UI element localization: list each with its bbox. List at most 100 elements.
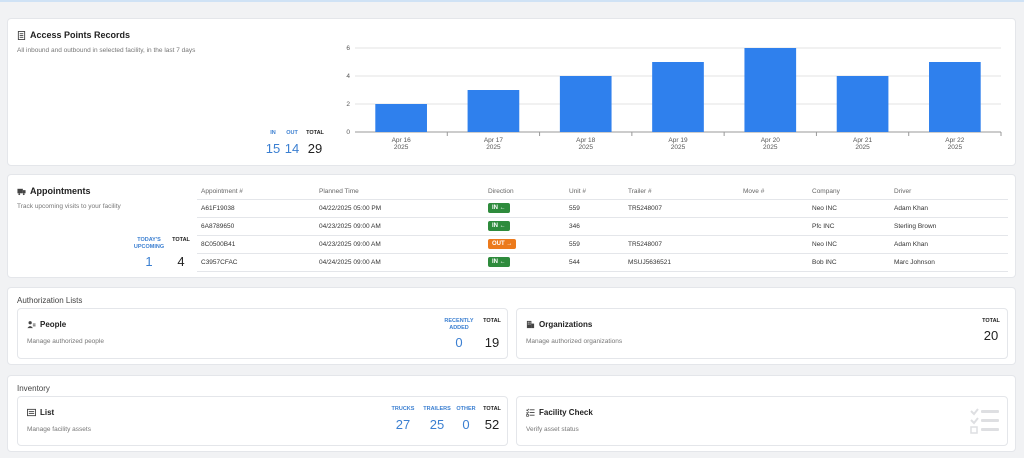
table-row[interactable]: 6A8789650 04/23/2025 09:00 AM IN ← 346 Pfc I… — [197, 217, 1008, 236]
bar[interactable] — [467, 90, 520, 132]
stat-out-value: 14 — [284, 141, 300, 156]
x-tick-label: Apr 16 — [392, 137, 412, 144]
inventory-section-title: Inventory — [17, 384, 50, 393]
organizations-card[interactable]: Organizations Manage authorized organiza… — [516, 308, 1008, 359]
trailer-cell — [624, 217, 739, 236]
table-row[interactable]: 8C0500B41 04/23/2025 09:00 AM OUT → 559 TR52… — [197, 235, 1008, 254]
stat-inventory-total-value: 52 — [484, 417, 500, 432]
stat-inventory-total-label: TOTAL — [483, 406, 501, 412]
move-cell — [739, 217, 808, 236]
direction-cell: IN ← — [484, 253, 565, 272]
organizations-desc: Manage authorized organizations — [526, 338, 623, 345]
col-company: Company — [808, 184, 890, 200]
appointments-subtitle: Track upcoming visits to your facility — [17, 203, 121, 210]
driver-cell: Sterling Brown — [890, 217, 1008, 236]
bar[interactable] — [559, 76, 612, 132]
stat-recently-added-label: RECENTLY ADDED — [444, 318, 474, 331]
x-tick-label: Apr 18 — [576, 137, 596, 144]
appointments-table: Appointment # Planned Time Direction Uni… — [197, 184, 1008, 272]
stat-people-total-value: 19 — [484, 335, 500, 350]
inventory-list-desc: Manage facility assets — [27, 426, 91, 433]
inventory-card: Inventory List Manage facility assets TR… — [7, 375, 1016, 452]
x-tick-label: Apr 19 — [668, 137, 688, 144]
checklist-watermark-icon — [970, 408, 999, 434]
facility-check-card[interactable]: Facility Check Verify asset status — [516, 396, 1008, 446]
stat-todays-upcoming: TODAY'S UPCOMING 1 — [132, 237, 166, 269]
direction-cell: IN ← — [484, 217, 565, 236]
stat-recently-added: RECENTLY ADDED 0 — [443, 318, 475, 350]
move-cell — [739, 235, 808, 254]
stat-todays-upcoming-value: 1 — [145, 254, 153, 269]
people-icon — [27, 321, 36, 329]
stat-trucks: TRUCKS 27 — [391, 406, 415, 432]
top-accent-line — [0, 0, 1024, 2]
truck-icon — [17, 188, 26, 195]
stat-appointments-total-value: 4 — [177, 254, 185, 269]
checklist-icon — [526, 408, 535, 417]
access-points-title: Access Points Records — [17, 30, 130, 40]
stat-appointments-total: TOTAL 4 — [170, 237, 192, 269]
col-driver: Driver — [890, 184, 1008, 200]
y-tick-label: 4 — [346, 73, 350, 80]
col-move: Move # — [739, 184, 808, 200]
stat-other-label: OTHER — [456, 406, 476, 412]
access-points-title-text: Access Points Records — [30, 30, 131, 40]
stat-organizations-total-label: TOTAL — [982, 318, 1000, 324]
col-appointment: Appointment # — [197, 184, 315, 200]
stat-organizations-total-value: 20 — [983, 328, 999, 343]
unit-cell: 346 — [565, 217, 624, 236]
people-title: People — [27, 320, 66, 329]
direction-badge: IN ← — [488, 221, 510, 231]
col-unit: Unit # — [565, 184, 624, 200]
stat-in-value: 15 — [265, 141, 281, 156]
appointment-cell: A61F19038 — [197, 199, 315, 218]
x-tick-label: 2025 — [948, 144, 963, 151]
planned-time-cell: 04/22/2025 05:00 PM — [315, 199, 484, 218]
x-tick-label: 2025 — [763, 144, 778, 151]
access-points-subtitle: All inbound and outbound in selected fac… — [17, 47, 196, 54]
stat-in-label: IN — [270, 130, 276, 136]
company-cell: Neo INC — [808, 199, 890, 218]
stat-organizations-total: TOTAL 20 — [979, 318, 1003, 343]
facility-check-title: Facility Check — [526, 408, 593, 417]
table-row[interactable]: A61F19038 04/22/2025 05:00 PM IN ← 559 TR524… — [197, 199, 1008, 218]
inventory-list-title: List — [27, 408, 54, 417]
stat-total-label: TOTAL — [306, 130, 324, 136]
stat-other: OTHER 0 — [456, 406, 476, 432]
stat-trailers-value: 25 — [429, 417, 445, 432]
appointment-cell: 8C0500B41 — [197, 235, 315, 254]
stat-total: TOTAL 29 — [304, 130, 326, 156]
appointments-card: Appointments Track upcoming visits to yo… — [7, 174, 1016, 278]
stat-trucks-label: TRUCKS — [391, 406, 415, 412]
company-cell: Neo INC — [808, 235, 890, 254]
bar[interactable] — [929, 62, 981, 132]
x-tick-label: 2025 — [855, 144, 870, 151]
trailer-cell: MSUJ5636521 — [624, 253, 739, 272]
driver-cell: Adam Khan — [890, 235, 1008, 254]
table-header-row: Appointment # Planned Time Direction Uni… — [197, 184, 1008, 200]
bar[interactable] — [744, 48, 797, 132]
appointments-title: Appointments — [17, 186, 91, 196]
direction-cell: OUT → — [484, 235, 565, 254]
table-row[interactable]: C3957CFAC 04/24/2025 09:00 AM IN ← 544 MSUJ5… — [197, 253, 1008, 272]
appointment-cell: 6A8789650 — [197, 217, 315, 236]
bar[interactable] — [375, 104, 427, 132]
authorization-section-title: Authorization Lists — [17, 296, 83, 305]
move-cell — [739, 253, 808, 272]
bar[interactable] — [652, 62, 704, 132]
col-direction: Direction — [484, 184, 565, 200]
stat-people-total: TOTAL 19 — [480, 318, 504, 350]
planned-time-cell: 04/23/2025 09:00 AM — [315, 235, 484, 254]
stat-trailers: TRAILERS 25 — [422, 406, 452, 432]
stat-other-value: 0 — [462, 417, 470, 432]
people-card[interactable]: People Manage authorized people RECENTLY… — [17, 308, 508, 359]
direction-badge: IN ← — [488, 257, 510, 267]
stat-recently-added-value: 0 — [455, 335, 463, 350]
list-icon — [27, 408, 36, 417]
inventory-list-card[interactable]: List Manage facility assets TRUCKS 27 TR… — [17, 396, 508, 446]
document-icon — [17, 30, 26, 40]
bar[interactable] — [836, 76, 889, 132]
inventory-list-title-text: List — [40, 408, 55, 417]
building-icon — [526, 320, 535, 329]
